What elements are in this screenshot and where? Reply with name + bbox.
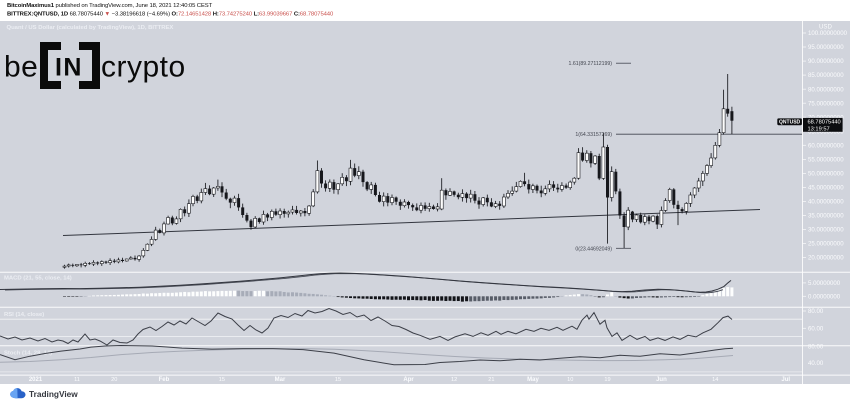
svg-text:be: be [4, 51, 38, 84]
svg-text:13:19:57: 13:19:57 [808, 126, 830, 132]
svg-text:15: 15 [219, 377, 225, 383]
svg-text:15: 15 [335, 377, 341, 383]
svg-text:MACD (21, 55, close, 14): MACD (21, 55, close, 14) [4, 276, 72, 282]
svg-text:21: 21 [488, 377, 494, 383]
svg-text:85.00000000: 85.00000000 [808, 72, 844, 79]
svg-text:30.00000000: 30.00000000 [808, 227, 844, 234]
svg-text:IN: IN [55, 53, 83, 81]
svg-text:60.00: 60.00 [808, 325, 824, 332]
svg-text:95.00000000: 95.00000000 [808, 44, 844, 51]
svg-text:20.00000000: 20.00000000 [808, 255, 844, 262]
svg-text:75.00000000: 75.00000000 [808, 100, 844, 107]
svg-text:14: 14 [712, 377, 718, 383]
svg-text:Mar: Mar [275, 377, 286, 383]
svg-text:Jun: Jun [656, 377, 667, 383]
svg-text:May: May [527, 377, 539, 383]
svg-text:Feb: Feb [159, 377, 170, 383]
svg-text:QNTUSD: QNTUSD [779, 120, 801, 126]
svg-text:Apr: Apr [403, 377, 414, 383]
svg-text:0.00000000: 0.00000000 [808, 293, 841, 300]
svg-text:crypto: crypto [101, 51, 186, 84]
svg-text:80.00: 80.00 [808, 308, 824, 315]
svg-text:45.00000000: 45.00000000 [808, 185, 844, 192]
svg-text:TradingView: TradingView [29, 389, 78, 399]
svg-text:80.00000000: 80.00000000 [808, 86, 844, 93]
svg-text:35.00000000: 35.00000000 [808, 213, 844, 220]
svg-text:50.00000000: 50.00000000 [808, 171, 844, 178]
svg-text:0(23.44692049): 0(23.44692049) [575, 246, 612, 252]
svg-text:5.00000000: 5.00000000 [808, 280, 841, 287]
svg-text:60.00000000: 60.00000000 [808, 142, 844, 149]
svg-text:2021: 2021 [29, 377, 43, 383]
svg-text:RSI (14, close): RSI (14, close) [4, 312, 44, 318]
svg-text:90.00000000: 90.00000000 [808, 58, 844, 65]
svg-text:19: 19 [604, 377, 610, 383]
svg-text:Quant / US Dollar (calculated: Quant / US Dollar (calculated by Trading… [7, 25, 174, 31]
svg-text:68.78075440: 68.78075440 [808, 120, 841, 126]
svg-text:12: 12 [451, 377, 457, 383]
svg-text:10: 10 [567, 377, 573, 383]
svg-text:BitcoinMaximus1 published on T: BitcoinMaximus1 published on TradingView… [7, 3, 213, 9]
svg-text:1.61(89.27112199): 1.61(89.27112199) [569, 61, 613, 67]
svg-text:100.00000000: 100.00000000 [808, 30, 848, 37]
svg-text:40.00: 40.00 [808, 360, 824, 367]
svg-text:20: 20 [111, 377, 117, 383]
svg-text:80.00: 80.00 [808, 343, 824, 350]
svg-text:25.00000000: 25.00000000 [808, 241, 844, 248]
svg-text:11: 11 [74, 377, 80, 383]
svg-text:BITTREX:QNTUSD, 1D 68.7807544: BITTREX:QNTUSD, 1D 68.78075440 ▼ −3.3819… [7, 12, 334, 18]
svg-text:40.00000000: 40.00000000 [808, 199, 844, 206]
svg-text:55.00000000: 55.00000000 [808, 157, 844, 164]
svg-text:Jul: Jul [781, 377, 790, 383]
svg-text:1(64.33157269): 1(64.33157269) [575, 132, 612, 138]
